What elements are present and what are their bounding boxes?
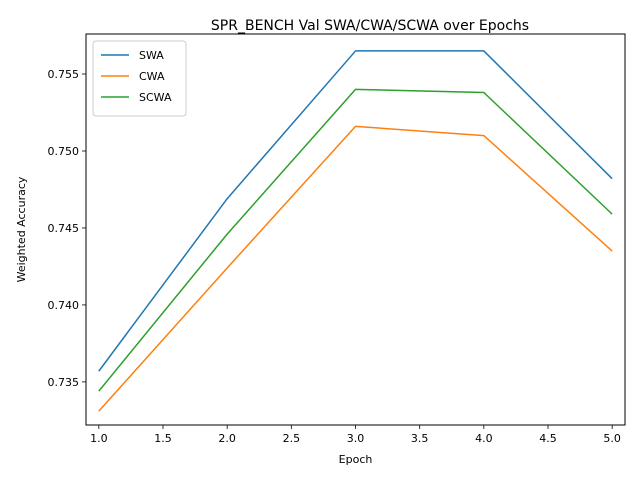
series-line-cwa [98,125,613,412]
x-tick-label: 2.0 [218,432,236,445]
x-axis-ticks: 1.0 1.5 2.0 2.5 3.0 3.5 4.0 4.5 5.0 [90,425,621,445]
series-line-swa [98,50,613,372]
legend-label-scwa: SCWA [139,91,172,104]
y-tick-label: 0.735 [48,376,80,389]
x-tick-label: 3.0 [347,432,365,445]
x-tick-label: 4.5 [539,432,557,445]
x-axis-label: Epoch [339,453,373,466]
y-tick-label: 0.745 [48,222,80,235]
legend-label-cwa: CWA [139,70,165,83]
x-tick-label: 1.5 [154,432,172,445]
y-tick-label: 0.755 [48,68,80,81]
y-tick-label: 0.750 [48,145,80,158]
legend: SWA CWA SCWA [92,40,187,117]
chart-title: SPR_BENCH Val SWA/CWA/SCWA over Epochs [211,18,529,34]
series-line-scwa [98,88,613,392]
y-axis-label: Weighted Accuracy [15,176,28,282]
x-tick-label: 2.5 [283,432,301,445]
x-tick-label: 3.5 [411,432,429,445]
x-tick-label: 1.0 [90,432,108,445]
plot-lines [98,50,613,412]
legend-label-swa: SWA [139,49,164,62]
y-tick-label: 0.740 [48,299,80,312]
x-tick-label: 4.0 [475,432,493,445]
x-tick-label: 5.0 [603,432,621,445]
y-axis-ticks: 0.735 0.740 0.745 0.750 0.755 [48,68,86,389]
